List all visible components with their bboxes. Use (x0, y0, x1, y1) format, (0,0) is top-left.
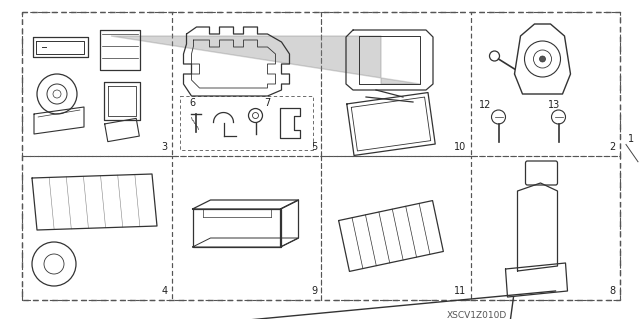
Text: 5: 5 (311, 142, 317, 152)
Text: 10: 10 (454, 142, 467, 152)
Bar (470, 156, 620, 300)
Text: 11: 11 (454, 286, 467, 296)
Text: 8: 8 (610, 286, 616, 296)
Bar (321, 12, 470, 156)
Text: 7: 7 (264, 98, 271, 108)
Circle shape (540, 56, 545, 62)
Text: 12: 12 (479, 100, 491, 110)
Bar (321, 156, 470, 300)
Text: 1: 1 (628, 134, 634, 144)
Text: 4: 4 (161, 286, 168, 296)
Text: 3: 3 (161, 142, 168, 152)
Text: 13: 13 (548, 100, 561, 110)
Bar (172, 12, 321, 156)
Bar (22, 156, 172, 300)
Text: 2: 2 (610, 142, 616, 152)
Text: 9: 9 (311, 286, 317, 296)
Text: 6: 6 (189, 98, 196, 108)
Text: XSCV1Z010D: XSCV1Z010D (446, 311, 507, 319)
Bar (470, 12, 620, 156)
Bar (22, 12, 172, 156)
Bar (172, 156, 321, 300)
Polygon shape (111, 36, 420, 84)
Bar (179, 95, 313, 150)
